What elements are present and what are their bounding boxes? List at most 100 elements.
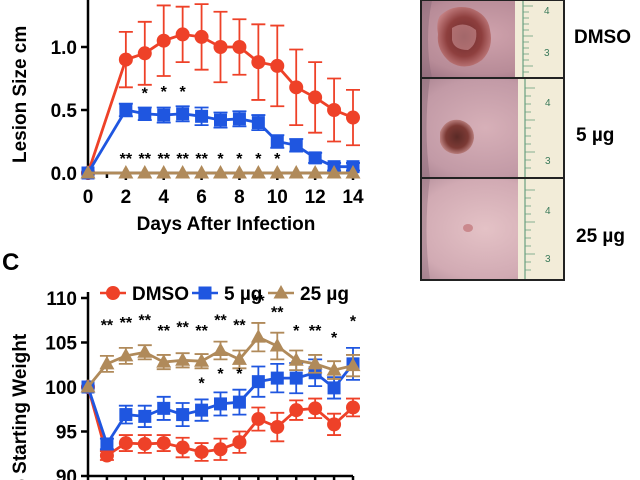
lesion-point-25-g xyxy=(118,165,134,179)
weight-point-25-g xyxy=(345,357,361,372)
lesion-point-5-g xyxy=(232,112,246,126)
lesion-x-tick-label: 10 xyxy=(267,187,288,208)
weight-point-dmso xyxy=(118,436,133,451)
photo-label-dmso: DMSO xyxy=(574,27,631,48)
lesion-significance-mark: * xyxy=(142,85,149,102)
weight-y-tick-label: 90 xyxy=(56,467,77,480)
weight-y-tick-label: 105 xyxy=(45,334,77,355)
lesion-point-5-g xyxy=(157,108,171,122)
weight-point-dmso xyxy=(232,435,247,450)
weight-point-5-g xyxy=(270,371,284,385)
weight-point-25-g xyxy=(156,354,172,368)
photo-5ug: 4 3 xyxy=(420,77,565,179)
lesion-photos: 4 3 4 3 xyxy=(420,0,631,281)
lesion-point-25-g xyxy=(175,165,191,179)
lesion-point-dmso xyxy=(156,33,171,48)
weight-significance-mark: * xyxy=(217,366,224,383)
lesion-significance-mark: * xyxy=(274,151,281,168)
lesion-point-5-g xyxy=(138,107,152,121)
legend-marker xyxy=(273,285,289,299)
lesion-point-25-g xyxy=(288,165,304,179)
lesion-x-tick-label: 0 xyxy=(83,187,94,208)
weight-point-25-g xyxy=(269,338,285,352)
lesion-annotations: * * *** ** ** ** ** * * * * xyxy=(120,84,282,168)
lesion-point-5-g xyxy=(214,113,227,127)
weight-point-5-g xyxy=(176,408,190,422)
weight-point-25-g xyxy=(250,329,266,343)
panel-label-c: C xyxy=(2,249,19,276)
weight-point-25-g xyxy=(80,379,96,393)
weight-point-dmso xyxy=(137,436,152,451)
lesion-point-dmso xyxy=(213,40,228,54)
lesion-y-tick-label: 0.0 xyxy=(51,164,77,185)
weight-point-dmso xyxy=(194,444,209,459)
weight-point-5-g xyxy=(138,409,152,423)
weight-significance-mark: ** xyxy=(233,318,246,335)
lesion-series-5-g xyxy=(81,102,360,180)
lesion-x-axis-label: Days After Infection xyxy=(137,214,316,235)
weight-point-5-g xyxy=(289,371,303,385)
lesion-point-5-g xyxy=(119,103,133,117)
weight-point-25-g xyxy=(194,353,210,367)
lesion-point-dmso xyxy=(118,52,133,67)
lesion-series-25-g xyxy=(80,165,361,179)
svg-text:4: 4 xyxy=(544,6,550,17)
weight-point-dmso xyxy=(175,440,190,455)
legend-label: 25 µg xyxy=(300,284,349,305)
weight-point-dmso xyxy=(270,420,285,435)
weight-significance-mark: ** xyxy=(176,319,189,336)
weight-point-dmso xyxy=(213,442,228,457)
weight-series-group xyxy=(80,322,361,463)
lesion-x-tick-label: 6 xyxy=(196,187,207,208)
legend-entry-dmso: DMSO xyxy=(100,284,189,305)
weight-point-25-g xyxy=(288,352,304,366)
weight-point-5-g xyxy=(232,395,246,409)
weight-point-dmso xyxy=(251,412,266,427)
weight-point-25-g xyxy=(118,347,134,362)
lesion-point-dmso xyxy=(289,80,304,95)
lesion-point-25-g xyxy=(326,165,342,179)
lesion-significance-mark: * xyxy=(236,151,243,168)
lesion-point-5-g xyxy=(289,138,303,152)
weight-significance-mark: * xyxy=(350,313,357,330)
weight-point-dmso xyxy=(289,403,304,418)
lesion-y-tick-label: 1.0 xyxy=(51,38,77,59)
weight-point-dmso xyxy=(327,417,342,432)
lesion-series-group xyxy=(80,3,361,180)
weight-significance-mark: * xyxy=(331,330,338,347)
weight-significance-mark: ** xyxy=(309,323,322,340)
legend-marker xyxy=(198,286,212,300)
lesion-point-dmso xyxy=(270,58,285,73)
lesion-point-25-g xyxy=(307,165,323,179)
lesion-point-5-g xyxy=(176,107,190,121)
weight-significance-mark: * xyxy=(293,323,300,340)
weight-y-tick-label: 110 xyxy=(46,289,77,310)
lesion-point-dmso xyxy=(232,40,247,54)
lesion-significance-mark: ** xyxy=(157,151,170,168)
svg-text:4: 4 xyxy=(545,98,551,109)
lesion-y-axis-label: Lesion Size cm xyxy=(10,26,31,163)
weight-point-5-g xyxy=(327,381,341,395)
lesion-point-25-g xyxy=(156,165,172,179)
lesion-point-25-g xyxy=(250,165,266,179)
weight-series-25-g xyxy=(80,322,361,393)
weight-point-25-g xyxy=(231,351,247,365)
legend-label: DMSO xyxy=(132,284,189,305)
photo-label-5ug: 5 µg xyxy=(576,125,614,146)
weight-point-5-g xyxy=(214,397,227,411)
weight-point-dmso xyxy=(99,448,114,463)
weight-significance-mark: ** xyxy=(120,315,133,332)
lesion-point-5-g xyxy=(308,151,322,165)
weight-point-dmso xyxy=(308,401,323,416)
weight-axes: 90 95 100 105 110 xyxy=(45,289,355,480)
photo-label-25ug: 25 µg xyxy=(576,226,625,247)
weight-point-25-g xyxy=(137,344,153,358)
weight-point-25-g xyxy=(175,352,191,366)
lesion-x-tick-label: 14 xyxy=(342,187,364,208)
lesion-significance-mark: ** xyxy=(176,151,189,168)
lesion-y-tick-label: 0.5 xyxy=(51,101,78,122)
weight-y-tick-label: 95 xyxy=(56,423,78,444)
lesion-significance-mark: ** xyxy=(139,151,152,168)
weight-y-axis-label: % Starting Weight xyxy=(10,333,31,480)
